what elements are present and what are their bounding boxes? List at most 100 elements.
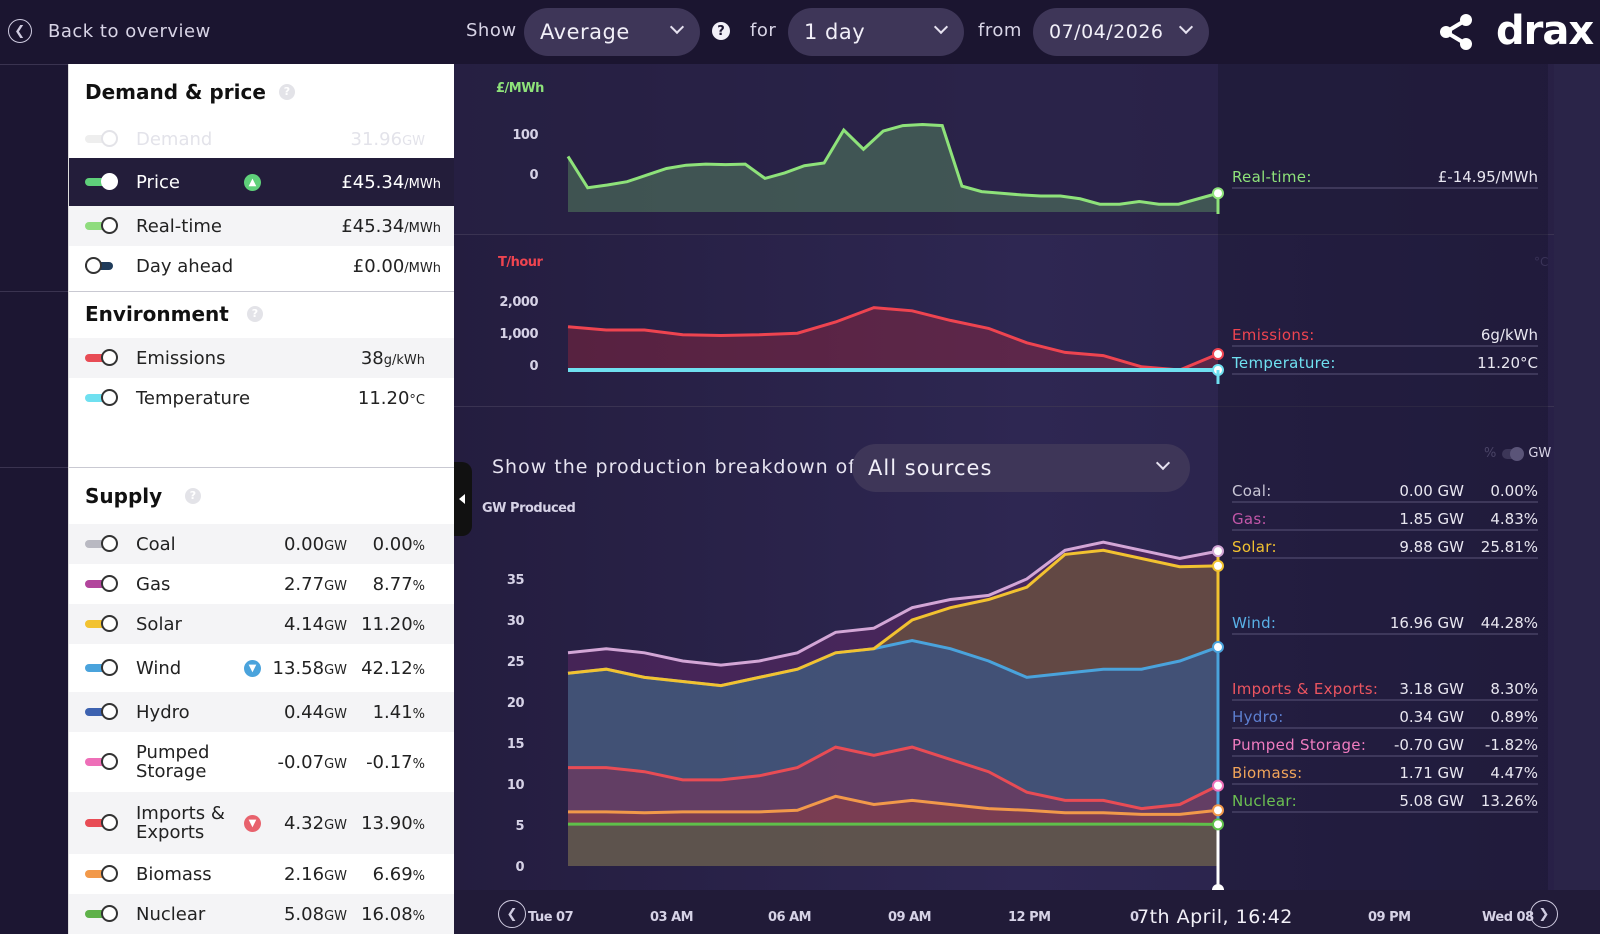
- realtime-value: £45.34/MWh: [341, 215, 441, 237]
- supply-readout-pct: -1.82%: [1485, 736, 1538, 754]
- env-tick: 0: [529, 359, 538, 374]
- demand-label: Demand: [136, 128, 213, 150]
- period-select-value: 1 day: [804, 20, 866, 44]
- demand-value: 31.96GW: [350, 128, 425, 150]
- emissions-readout-value: 6g/kWh: [1481, 326, 1538, 344]
- supply-row[interactable]: Solar 4.14GW 11.20%: [69, 604, 455, 644]
- toggle-switch[interactable]: [85, 349, 118, 366]
- supply-row[interactable]: Imports & Exports ▼ 4.32GW 13.90%: [69, 792, 455, 854]
- toggle-switch[interactable]: [85, 865, 118, 882]
- supply-tick: 10: [507, 778, 525, 793]
- emissions-row[interactable]: Emissions 38g/kWh: [69, 338, 455, 378]
- realtime-readout-value: £-14.95/MWh: [1438, 168, 1538, 186]
- chevron-left-icon: ❮: [8, 19, 32, 43]
- supply-area-imports-exports: [568, 747, 1218, 866]
- supply-pct-value: 1.41%: [372, 701, 425, 723]
- collapse-panel-button[interactable]: [454, 462, 472, 536]
- supply-readout-pct: 13.26%: [1481, 792, 1538, 810]
- timeline-bar[interactable]: [454, 890, 1600, 934]
- for-label: for: [750, 20, 777, 41]
- back-to-overview-link[interactable]: ❮ Back to overview: [8, 17, 211, 45]
- supply-line-imports-exports: [568, 745, 1219, 811]
- chevron-down-icon: [933, 19, 949, 35]
- price-row[interactable]: Price ▲ £45.34/MWh: [69, 158, 455, 206]
- supply-readout-gw: 0.34 GW: [1399, 708, 1464, 726]
- supply-title: Supply: [85, 484, 163, 508]
- toggle-switch[interactable]: [85, 659, 118, 676]
- chevron-left-icon[interactable]: ❮: [498, 900, 526, 928]
- toggle-switch[interactable]: [85, 257, 117, 274]
- toggle-switch[interactable]: [85, 217, 118, 234]
- dayahead-label: Day ahead: [136, 255, 234, 277]
- toggle-switch[interactable]: [85, 753, 118, 770]
- help-icon[interactable]: ?: [247, 306, 263, 322]
- toggle-switch[interactable]: [85, 703, 118, 720]
- unit-toggle-pct: %: [1484, 446, 1497, 461]
- show-select[interactable]: Average: [524, 8, 700, 56]
- supply-tick: 25: [507, 655, 525, 670]
- realtime-row[interactable]: Real-time £45.34/MWh: [69, 206, 455, 246]
- supply-row[interactable]: Nuclear 5.08GW 16.08%: [69, 894, 455, 934]
- chevron-down-icon: [669, 19, 685, 35]
- demand-row[interactable]: Demand 31.96GW: [69, 120, 455, 158]
- toggle-switch[interactable]: [85, 814, 118, 831]
- supply-gw-value: 2.77GW: [283, 573, 347, 595]
- emissions-value: 38g/kWh: [360, 347, 425, 369]
- toggle-switch[interactable]: [85, 535, 118, 552]
- toggle-switch[interactable]: [85, 173, 118, 190]
- timeline-label: Wed 08: [1482, 910, 1534, 925]
- supply-row[interactable]: Wind ▼ 13.58GW 42.12%: [69, 644, 455, 692]
- temperature-readout-label: Temperature:: [1231, 354, 1336, 372]
- supply-readout-gw: 9.88 GW: [1399, 538, 1464, 556]
- supply-tick: 20: [507, 696, 525, 711]
- supply-tick: 0: [515, 860, 524, 875]
- supply-gw-value: 2.16GW: [283, 863, 347, 885]
- toggle-switch[interactable]: [85, 905, 118, 922]
- temperature-row[interactable]: Temperature 11.20°C: [69, 378, 455, 418]
- supply-area-nuclear: [568, 824, 1218, 866]
- dayahead-row[interactable]: Day ahead £0.00/MWh: [69, 246, 455, 286]
- supply-cursor-dot: [1212, 804, 1224, 817]
- help-icon[interactable]: ?: [185, 488, 201, 504]
- toggle-switch[interactable]: [85, 130, 118, 147]
- supply-row[interactable]: Pumped Storage -0.07GW -0.17%: [69, 732, 455, 792]
- timeline-label: 09 AM: [888, 910, 932, 925]
- supply-row[interactable]: Biomass 2.16GW 6.69%: [69, 854, 455, 894]
- supply-readout-pct: 4.47%: [1490, 764, 1538, 782]
- divider: [454, 234, 1600, 235]
- supply-readout-pct: 0.89%: [1490, 708, 1538, 726]
- from-label: from: [978, 20, 1022, 41]
- supply-label: Wind: [136, 657, 182, 679]
- env-tick: 1,000: [499, 327, 538, 342]
- unit-toggle[interactable]: % GW: [1484, 446, 1551, 461]
- supply-row[interactable]: Gas 2.77GW 8.77%: [69, 564, 455, 604]
- date-select[interactable]: 07/04/2026: [1033, 8, 1209, 56]
- drax-logo[interactable]: drax: [1496, 8, 1594, 54]
- help-icon[interactable]: ?: [712, 22, 730, 40]
- supply-row[interactable]: Hydro 0.44GW 1.41%: [69, 692, 455, 732]
- chevron-down-icon: [1178, 19, 1194, 35]
- toggle-switch[interactable]: [85, 615, 118, 632]
- price-cursor-dot: [1212, 187, 1224, 200]
- toggle-switch[interactable]: [85, 389, 118, 406]
- breakdown-select[interactable]: All sources: [852, 444, 1190, 492]
- supply-tick: 35: [507, 573, 525, 588]
- supply-cursor-dot: [1212, 779, 1224, 792]
- help-icon[interactable]: ?: [279, 84, 295, 100]
- supply-gw-value: 5.08GW: [283, 903, 347, 925]
- share-icon[interactable]: [1436, 12, 1476, 52]
- top-bar: ❮ Back to overview Show Average ? for 1 …: [0, 0, 1600, 64]
- chevron-right-icon[interactable]: ❯: [1530, 900, 1558, 928]
- price-label: Price: [136, 171, 180, 193]
- right-column: [1554, 64, 1600, 934]
- supply-pct-value: 0.00%: [372, 533, 425, 555]
- toggle-switch[interactable]: [85, 575, 118, 592]
- period-select[interactable]: 1 day: [788, 8, 964, 56]
- supply-pct-value: -0.17%: [366, 751, 425, 773]
- supply-readout-label: Biomass:: [1232, 764, 1303, 782]
- supply-readout-gw: 3.18 GW: [1399, 680, 1464, 698]
- timeline-label: 06 AM: [768, 910, 812, 925]
- supply-row[interactable]: Coal 0.00GW 0.00%: [69, 524, 455, 564]
- realtime-label: Real-time: [136, 215, 222, 237]
